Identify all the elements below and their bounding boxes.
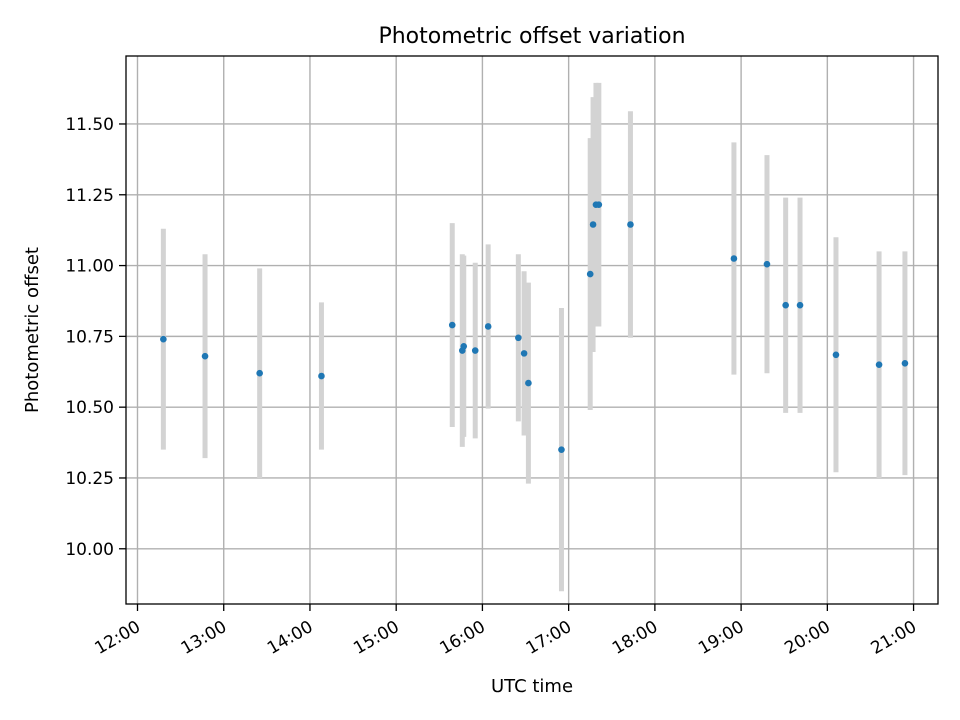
data-point: [901, 359, 909, 367]
grid: [126, 56, 938, 604]
x-axis-ticks: 12:00 13:00 14:00 15:00 16:00 17:00 18:00 19:00…: [92, 604, 920, 659]
data-point: [589, 221, 597, 228]
data-point: [318, 372, 325, 380]
data-point: [160, 335, 167, 343]
data-point: [515, 334, 522, 342]
x-tick-label: 20:00: [781, 617, 833, 659]
data-point: [471, 347, 479, 354]
data-point: [460, 342, 468, 350]
x-tick-label: 19:00: [695, 617, 747, 659]
data-point: [627, 221, 634, 228]
data-point: [558, 446, 565, 453]
y-tick-label: 10.00: [65, 540, 114, 560]
data-point: [520, 350, 528, 357]
data-point: [256, 369, 263, 377]
y-axis-label: Photometric offset: [22, 247, 43, 413]
data-point: [201, 352, 209, 360]
y-tick-label: 11.50: [65, 115, 114, 135]
x-tick-label: 15:00: [350, 617, 402, 659]
data-point: [782, 301, 789, 309]
y-tick-label: 10.75: [65, 327, 114, 347]
data-point: [730, 255, 738, 262]
x-tick-label: 21:00: [868, 617, 920, 659]
x-axis-label: UTC time: [491, 676, 573, 697]
data-points: [160, 201, 909, 453]
y-tick-label: 10.50: [65, 398, 114, 418]
data-point: [595, 201, 603, 208]
data-point: [796, 301, 804, 309]
data-point: [448, 321, 456, 329]
y-axis-ticks: 10.00 10.25 10.50 10.75 11.00 11.25 11.50: [65, 115, 126, 560]
chart-title: Photometric offset variation: [378, 24, 685, 49]
x-tick-label: 17:00: [523, 617, 575, 659]
data-point: [763, 260, 771, 268]
x-tick-label: 16:00: [436, 617, 488, 659]
x-tick-label: 18:00: [609, 617, 661, 659]
data-point: [832, 351, 840, 359]
x-tick-label: 13:00: [178, 617, 230, 659]
x-tick-label: 12:00: [92, 617, 144, 659]
data-point: [525, 379, 532, 387]
data-point: [875, 361, 883, 368]
x-tick-label: 14:00: [264, 617, 316, 659]
error-bars: [160, 82, 908, 592]
data-point: [586, 270, 594, 278]
plot-frame: [125, 55, 939, 605]
y-tick-label: 10.25: [65, 469, 114, 489]
y-tick-label: 11.00: [65, 257, 114, 277]
data-point: [484, 323, 492, 330]
y-tick-label: 11.25: [65, 186, 114, 206]
